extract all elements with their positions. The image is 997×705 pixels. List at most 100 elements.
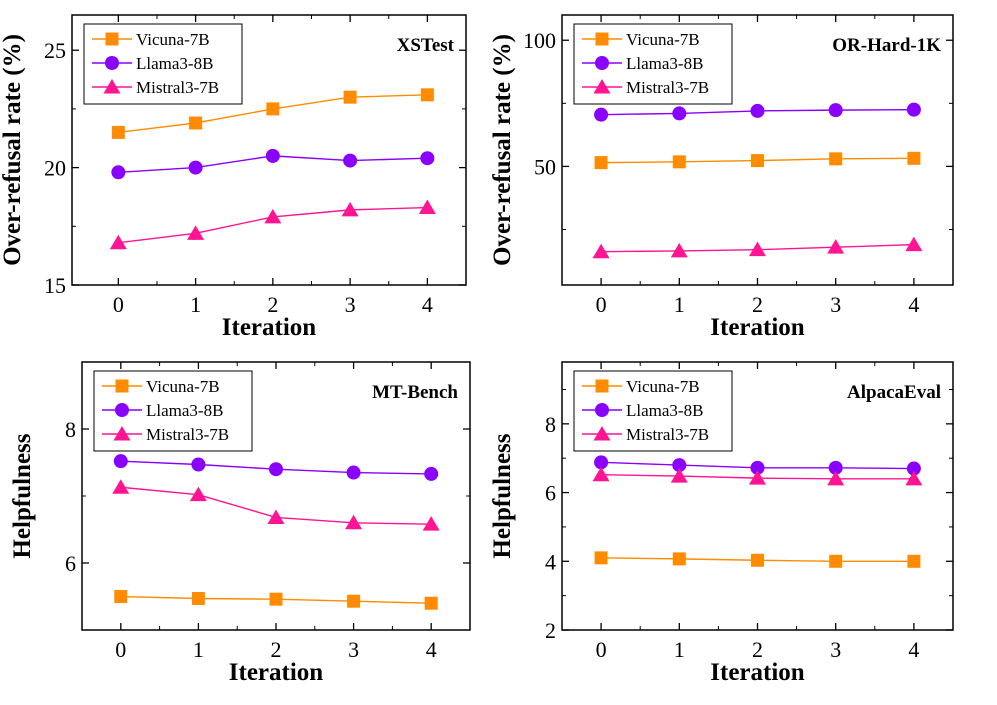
chart-title: MT-Bench	[372, 382, 458, 403]
chart-title: XSTest	[397, 35, 455, 56]
data-point	[345, 514, 363, 530]
y-tick-label: 50	[534, 154, 556, 179]
legend-label: Vicuna-7B	[146, 377, 220, 396]
data-point	[905, 236, 923, 252]
data-point	[751, 553, 764, 567]
data-point	[269, 462, 283, 477]
legend: Vicuna-7B Llama3-8B Mistral3-7B	[573, 23, 733, 105]
legend-marker	[115, 379, 129, 393]
legend-marker	[595, 403, 609, 417]
legend-marker	[593, 426, 611, 441]
y-tick-label: 25	[44, 38, 66, 63]
series-llama3-8b	[594, 102, 921, 122]
series-mistral3-7b	[592, 236, 923, 259]
data-point	[188, 160, 203, 175]
data-point	[905, 470, 923, 486]
chart-panel-4: 0 1 2 3 4 2 4 6 8 Iteration Helpfulness AlpacaEval V…	[489, 361, 954, 686]
data-point	[266, 102, 280, 116]
legend-marker	[595, 32, 609, 46]
data-point	[189, 116, 203, 130]
data-point	[191, 457, 206, 472]
series-mistral3-7b	[112, 479, 440, 531]
x-tick-label: 2	[752, 292, 763, 317]
legend-label: Mistral3-7B	[136, 78, 219, 97]
legend: Vicuna-7B Llama3-8B Mistral3-7B	[93, 370, 253, 452]
data-point	[670, 468, 688, 483]
legend: Vicuna-7B Llama3-8B Mistral3-7B	[573, 370, 733, 452]
data-point	[346, 465, 361, 480]
data-point	[111, 165, 126, 180]
y-tick-label: 6	[545, 481, 556, 506]
data-point	[187, 225, 205, 240]
data-point	[827, 470, 845, 486]
chart-title: AlpacaEval	[847, 382, 941, 403]
data-point	[113, 454, 128, 469]
legend-marker	[105, 56, 119, 70]
chart-panel-3: 0 1 2 3 4 6 8 Iteration Helpfulness MT-Bench Vicun…	[9, 361, 471, 686]
y-axis-title: Helpfulness	[9, 433, 36, 558]
legend-label: Vicuna-7B	[136, 30, 210, 49]
series-llama3-8b	[113, 454, 439, 481]
data-point	[112, 479, 130, 494]
x-tick-label: 4	[908, 637, 919, 662]
legend-label: Vicuna-7B	[626, 30, 700, 49]
y-axis-title: Over-refusal rate (%)	[0, 34, 26, 266]
data-point	[343, 153, 358, 168]
series-llama3-8b	[111, 148, 435, 180]
data-point	[906, 102, 921, 117]
data-point	[750, 103, 765, 118]
legend-label: Mistral3-7B	[626, 425, 709, 444]
y-tick-label: 15	[44, 273, 66, 298]
y-tick-label: 2	[545, 618, 556, 643]
data-point	[420, 88, 434, 102]
data-point	[592, 466, 610, 482]
data-point	[906, 461, 921, 476]
data-point	[750, 460, 765, 475]
data-point	[672, 552, 686, 566]
legend: Vicuna-7B Llama3-8B Mistral3-7B	[83, 23, 243, 105]
y-tick-label: 6	[65, 551, 76, 576]
data-point	[672, 106, 687, 121]
legend-marker	[113, 426, 131, 441]
series-mistral3-7b	[109, 199, 436, 250]
legend-label: Llama3-8B	[146, 401, 223, 420]
data-point	[670, 242, 688, 258]
series-vicuna-7b	[114, 590, 438, 610]
series-llama3-8b	[594, 455, 921, 476]
y-axis-title: Over-refusal rate (%)	[489, 34, 516, 266]
data-point	[749, 241, 766, 257]
x-tick-label: 0	[596, 637, 607, 662]
x-tick-label: 1	[193, 637, 204, 662]
data-point	[592, 243, 610, 259]
data-point	[907, 554, 921, 568]
y-tick-label: 100	[523, 28, 556, 53]
legend-label: Vicuna-7B	[626, 377, 700, 396]
data-point	[594, 455, 609, 470]
series-vicuna-7b	[594, 151, 921, 170]
x-axis-title: Iteration	[710, 659, 805, 686]
data-point	[749, 470, 766, 485]
x-tick-label: 3	[830, 292, 841, 317]
x-tick-label: 1	[674, 292, 685, 317]
y-tick-label: 4	[545, 549, 556, 574]
data-point	[424, 596, 438, 610]
x-axis-title: Iteration	[710, 314, 805, 341]
data-point	[191, 592, 205, 606]
plot-frame	[71, 14, 467, 286]
x-tick-label: 4	[426, 637, 437, 662]
data-point	[111, 125, 125, 139]
legend-marker	[105, 32, 119, 46]
x-tick-label: 1	[674, 637, 685, 662]
x-tick-label: 0	[596, 292, 607, 317]
data-point	[827, 239, 845, 254]
chart-title: OR-Hard-1K	[832, 35, 941, 56]
data-point	[114, 590, 128, 603]
data-point	[267, 509, 285, 524]
legend-label: Llama3-8B	[136, 54, 213, 73]
series-mistral3-7b	[592, 466, 923, 486]
legend-marker	[595, 56, 609, 70]
series-vicuna-7b	[594, 551, 921, 568]
data-point	[672, 458, 687, 473]
legend-label: Mistral3-7B	[146, 425, 229, 444]
